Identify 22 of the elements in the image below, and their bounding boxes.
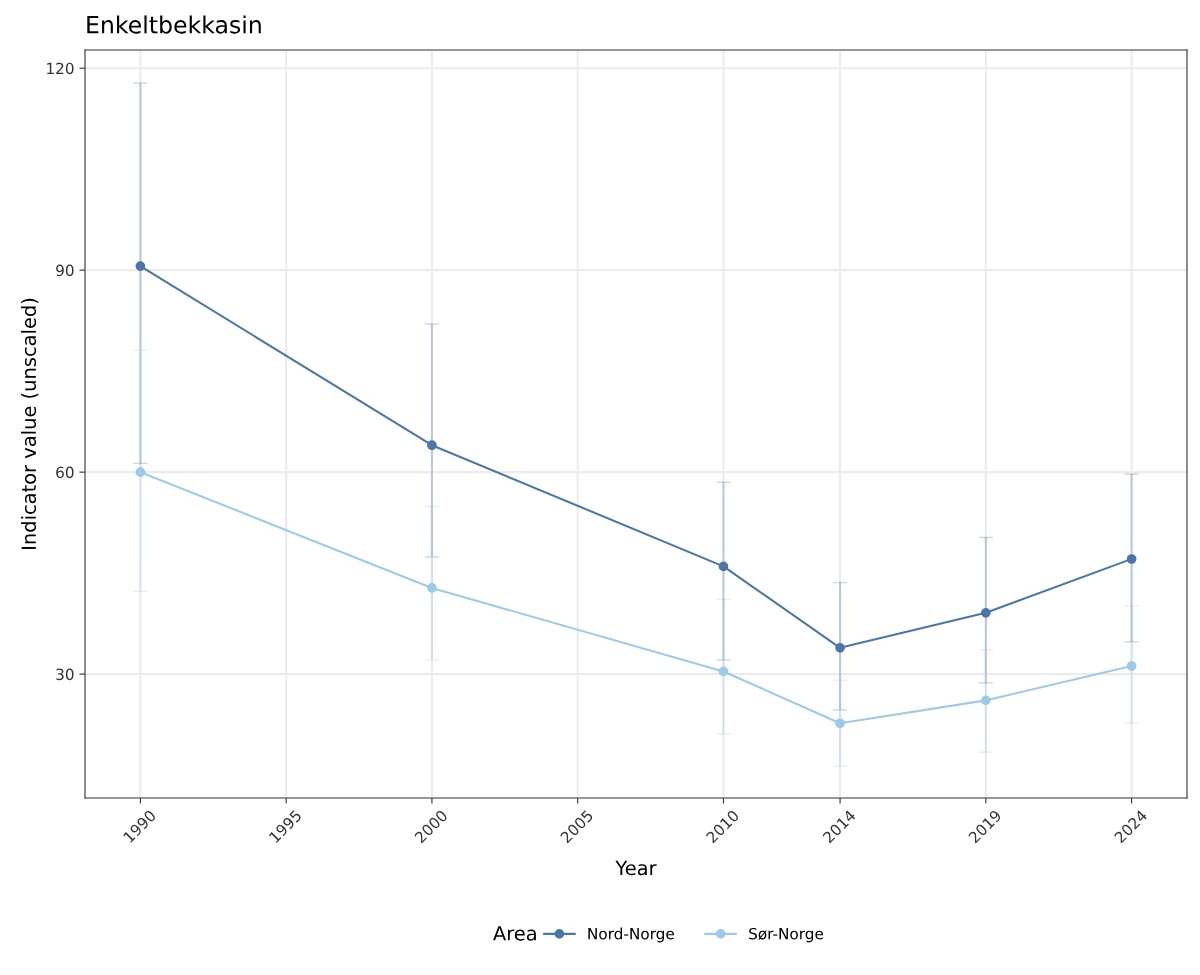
legend-label: Nord-Norge — [588, 927, 674, 943]
point — [135, 261, 146, 271]
legend-title: Area — [493, 926, 536, 941]
x-axis-title: Year — [615, 860, 657, 876]
point — [980, 695, 991, 706]
chart-title: Enkeltbekkasin — [87, 15, 261, 34]
point — [980, 607, 991, 618]
point — [135, 467, 146, 478]
point — [427, 583, 437, 593]
point — [835, 718, 845, 729]
point — [718, 561, 729, 572]
point — [1126, 554, 1137, 564]
point — [835, 642, 845, 653]
legend-label: Sør-Norge — [749, 927, 824, 943]
y-tick-label: 30 — [56, 668, 74, 681]
point — [1126, 661, 1137, 671]
y-tick-label: 120 — [47, 62, 74, 75]
point — [718, 666, 729, 677]
y-tick-label: 60 — [56, 466, 74, 479]
y-tick-label: 90 — [56, 264, 74, 277]
point — [427, 440, 437, 451]
y-axis-title: Indicator value (unscaled) — [21, 298, 39, 549]
